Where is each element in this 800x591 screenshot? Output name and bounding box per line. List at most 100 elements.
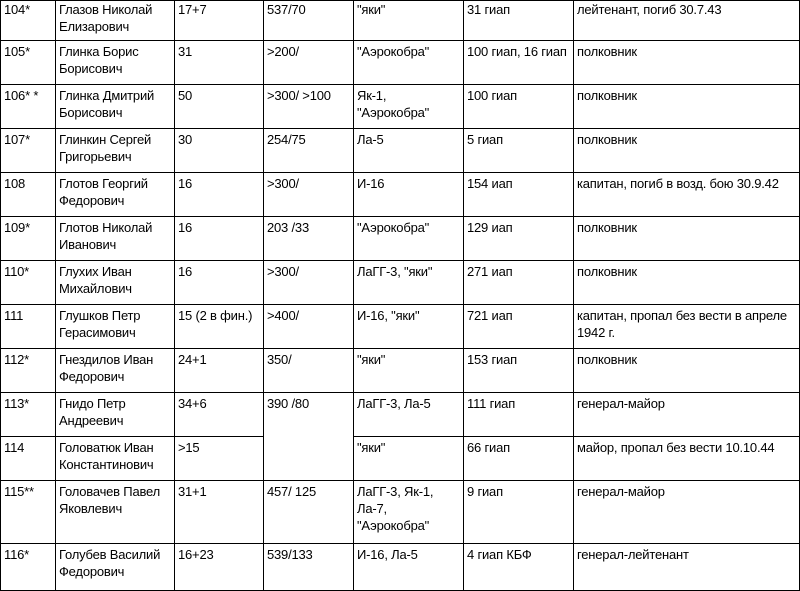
cell-name: Глазов Николай Елизарович	[55, 0, 175, 41]
cell-number: 111	[0, 304, 56, 349]
cell-number: 109*	[0, 216, 56, 261]
cell-victories: 30	[174, 128, 264, 173]
table-row: 107* Глинкин Сергей Григорьевич 30 254/7…	[0, 128, 800, 173]
cell-number: 107*	[0, 128, 56, 173]
cell-unit: 721 иап	[463, 304, 574, 349]
cell-note: капитан, погиб в возд. бою 30.9.42	[573, 172, 800, 217]
cell-note: полковник	[573, 216, 800, 261]
cell-note: генерал-майор	[573, 480, 800, 544]
cell-sorties: 390 /80	[263, 392, 354, 437]
cell-victories: 16	[174, 172, 264, 217]
cell-victories: 15 (2 в фин.)	[174, 304, 264, 349]
cell-aircraft: ЛаГГ-3, Ла-5	[353, 392, 464, 437]
table-row: 108 Глотов Георгий Федорович 16 >300/ И-…	[0, 172, 800, 217]
cell-name: Глотов Георгий Федорович	[55, 172, 175, 217]
cell-number: 112*	[0, 348, 56, 393]
cell-sorties: >300/	[263, 172, 354, 217]
cell-note: полковник	[573, 128, 800, 173]
cell-aircraft: ЛаГГ-3, Як-1, Ла-7, "Аэрокобра"	[353, 480, 464, 544]
cell-aircraft: "яки"	[353, 0, 464, 41]
cell-note: лейтенант, погиб 30.7.43	[573, 0, 800, 41]
cell-sorties: 457/ 125	[263, 480, 354, 544]
cell-name: Головачев Павел Яковлевич	[55, 480, 175, 544]
cell-name: Глинка Дмитрий Борисович	[55, 84, 175, 129]
cell-sorties: >400/	[263, 304, 354, 349]
cell-name: Глушков Петр Герасимович	[55, 304, 175, 349]
cell-victories: 17+7	[174, 0, 264, 41]
cell-sorties: 537/70	[263, 0, 354, 41]
cell-unit: 129 иап	[463, 216, 574, 261]
cell-note: полковник	[573, 260, 800, 305]
cell-victories: 31	[174, 40, 264, 85]
table-row: 111 Глушков Петр Герасимович 15 (2 в фин…	[0, 304, 800, 349]
table-row: 110* Глухих Иван Михайлович 16 >300/ ЛаГ…	[0, 260, 800, 305]
cell-victories: 50	[174, 84, 264, 129]
cell-unit: 154 иап	[463, 172, 574, 217]
cell-aircraft: "яки"	[353, 436, 464, 481]
cell-aircraft: "Аэрокобра"	[353, 40, 464, 85]
cell-sorties: 203 /33	[263, 216, 354, 261]
cell-name: Головатюк Иван Константинович	[55, 436, 175, 481]
table-row: 105* Глинка Борис Борисович 31 >200/ "Аэ…	[0, 40, 800, 85]
cell-unit: 66 гиап	[463, 436, 574, 481]
cell-victories: 16+23	[174, 543, 264, 591]
cell-aircraft: И-16, "яки"	[353, 304, 464, 349]
cell-aircraft: Ла-5	[353, 128, 464, 173]
cell-name: Голубев Василий Федорович	[55, 543, 175, 591]
cell-number: 115**	[0, 480, 56, 544]
cell-victories: 16	[174, 216, 264, 261]
cell-number: 114	[0, 436, 56, 481]
cell-name: Глинкин Сергей Григорьевич	[55, 128, 175, 173]
cell-note: полковник	[573, 84, 800, 129]
cell-unit: 111 гиап	[463, 392, 574, 437]
cell-sorties: 539/133	[263, 543, 354, 591]
table-row: 106* * Глинка Дмитрий Борисович 50 >300/…	[0, 84, 800, 129]
table-row: 114 Головатюк Иван Константинович >15 "я…	[0, 436, 800, 481]
cell-aircraft: "Аэрокобра"	[353, 216, 464, 261]
cell-unit: 153 гиап	[463, 348, 574, 393]
cell-victories: 24+1	[174, 348, 264, 393]
cell-aircraft: И-16	[353, 172, 464, 217]
cell-note: генерал-майор	[573, 392, 800, 437]
cell-victories: 31+1	[174, 480, 264, 544]
cell-number: 110*	[0, 260, 56, 305]
cell-sorties: 254/75	[263, 128, 354, 173]
cell-unit: 271 иап	[463, 260, 574, 305]
cell-sorties: 350/	[263, 348, 354, 393]
cell-number: 116*	[0, 543, 56, 591]
cell-unit: 9 гиап	[463, 480, 574, 544]
cell-unit: 5 гиап	[463, 128, 574, 173]
cell-aircraft: ЛаГГ-3, "яки"	[353, 260, 464, 305]
cell-note: полковник	[573, 348, 800, 393]
cell-unit: 31 гиап	[463, 0, 574, 41]
cell-victories: >15	[174, 436, 264, 481]
table-row: 115** Головачев Павел Яковлевич 31+1 457…	[0, 480, 800, 544]
cell-victories: 16	[174, 260, 264, 305]
cell-aircraft: "яки"	[353, 348, 464, 393]
cell-number: 105*	[0, 40, 56, 85]
cell-number: 104*	[0, 0, 56, 41]
cell-name: Гнездилов Иван Федорович	[55, 348, 175, 393]
cell-name: Глухих Иван Михайлович	[55, 260, 175, 305]
cell-note: полковник	[573, 40, 800, 85]
cell-name: Гнидо Петр Андреевич	[55, 392, 175, 437]
cell-note: майор, пропал без вести 10.10.44	[573, 436, 800, 481]
cell-note: генерал-лейтенант	[573, 543, 800, 591]
cell-name: Глинка Борис Борисович	[55, 40, 175, 85]
cell-aircraft: И-16, Ла-5	[353, 543, 464, 591]
cell-unit: 100 гиап, 16 гиап	[463, 40, 574, 85]
cell-number: 106* *	[0, 84, 56, 129]
cell-name: Глотов Николай Иванович	[55, 216, 175, 261]
table-row: 109* Глотов Николай Иванович 16 203 /33 …	[0, 216, 800, 261]
cell-number: 113*	[0, 392, 56, 437]
cell-sorties: >300/	[263, 260, 354, 305]
cell-victories: 34+6	[174, 392, 264, 437]
cell-note: капитан, пропал без вести в апреле 1942 …	[573, 304, 800, 349]
cell-unit: 4 гиап КБФ	[463, 543, 574, 591]
cell-number: 108	[0, 172, 56, 217]
cell-aircraft: Як-1, "Аэрокобра"	[353, 84, 464, 129]
table-row: 104* Глазов Николай Елизарович 17+7 537/…	[0, 0, 800, 41]
cell-sorties	[263, 436, 354, 481]
cell-unit: 100 гиап	[463, 84, 574, 129]
